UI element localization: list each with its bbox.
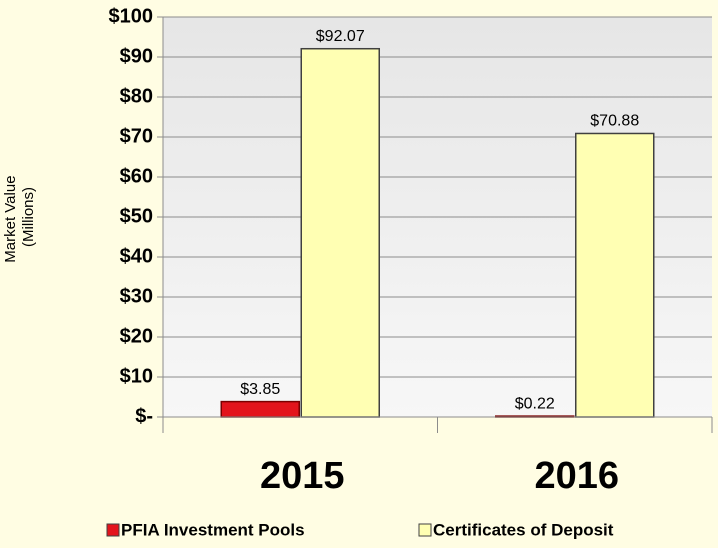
y-tick-label: $- [135,405,153,427]
data-label: $92.07 [316,28,365,45]
y-tick-label: $80 [120,85,153,107]
y-axis-title: Market Value (Millions) [2,171,37,262]
y-tick-label: $90 [120,45,153,67]
y-axis-title-line: Market Value [2,175,19,262]
y-tick-label: $50 [120,205,153,227]
bar [300,47,380,418]
y-tick-label: $20 [120,325,153,347]
legend-swatch [106,523,120,537]
data-label: $3.85 [240,381,280,398]
y-tick-label: $70 [120,125,153,147]
legend-swatch [418,523,432,537]
y-tick-label: $40 [120,245,153,267]
legend-label: PFIA Investment Pools [121,520,305,539]
y-tick-label: $60 [120,165,153,187]
y-tick-label: $10 [120,365,153,387]
x-tick-label: 2016 [534,455,619,497]
y-tick-label: $100 [109,5,154,27]
data-label: $70.88 [590,113,639,130]
y-axis-title-line: (Millions) [20,187,37,247]
data-label: $0.22 [515,395,555,412]
y-tick-label: $30 [120,285,153,307]
bar [575,132,655,418]
x-tick-label: 2015 [260,455,345,497]
bar [220,400,300,418]
legend-label: Certificates of Deposit [433,520,614,539]
